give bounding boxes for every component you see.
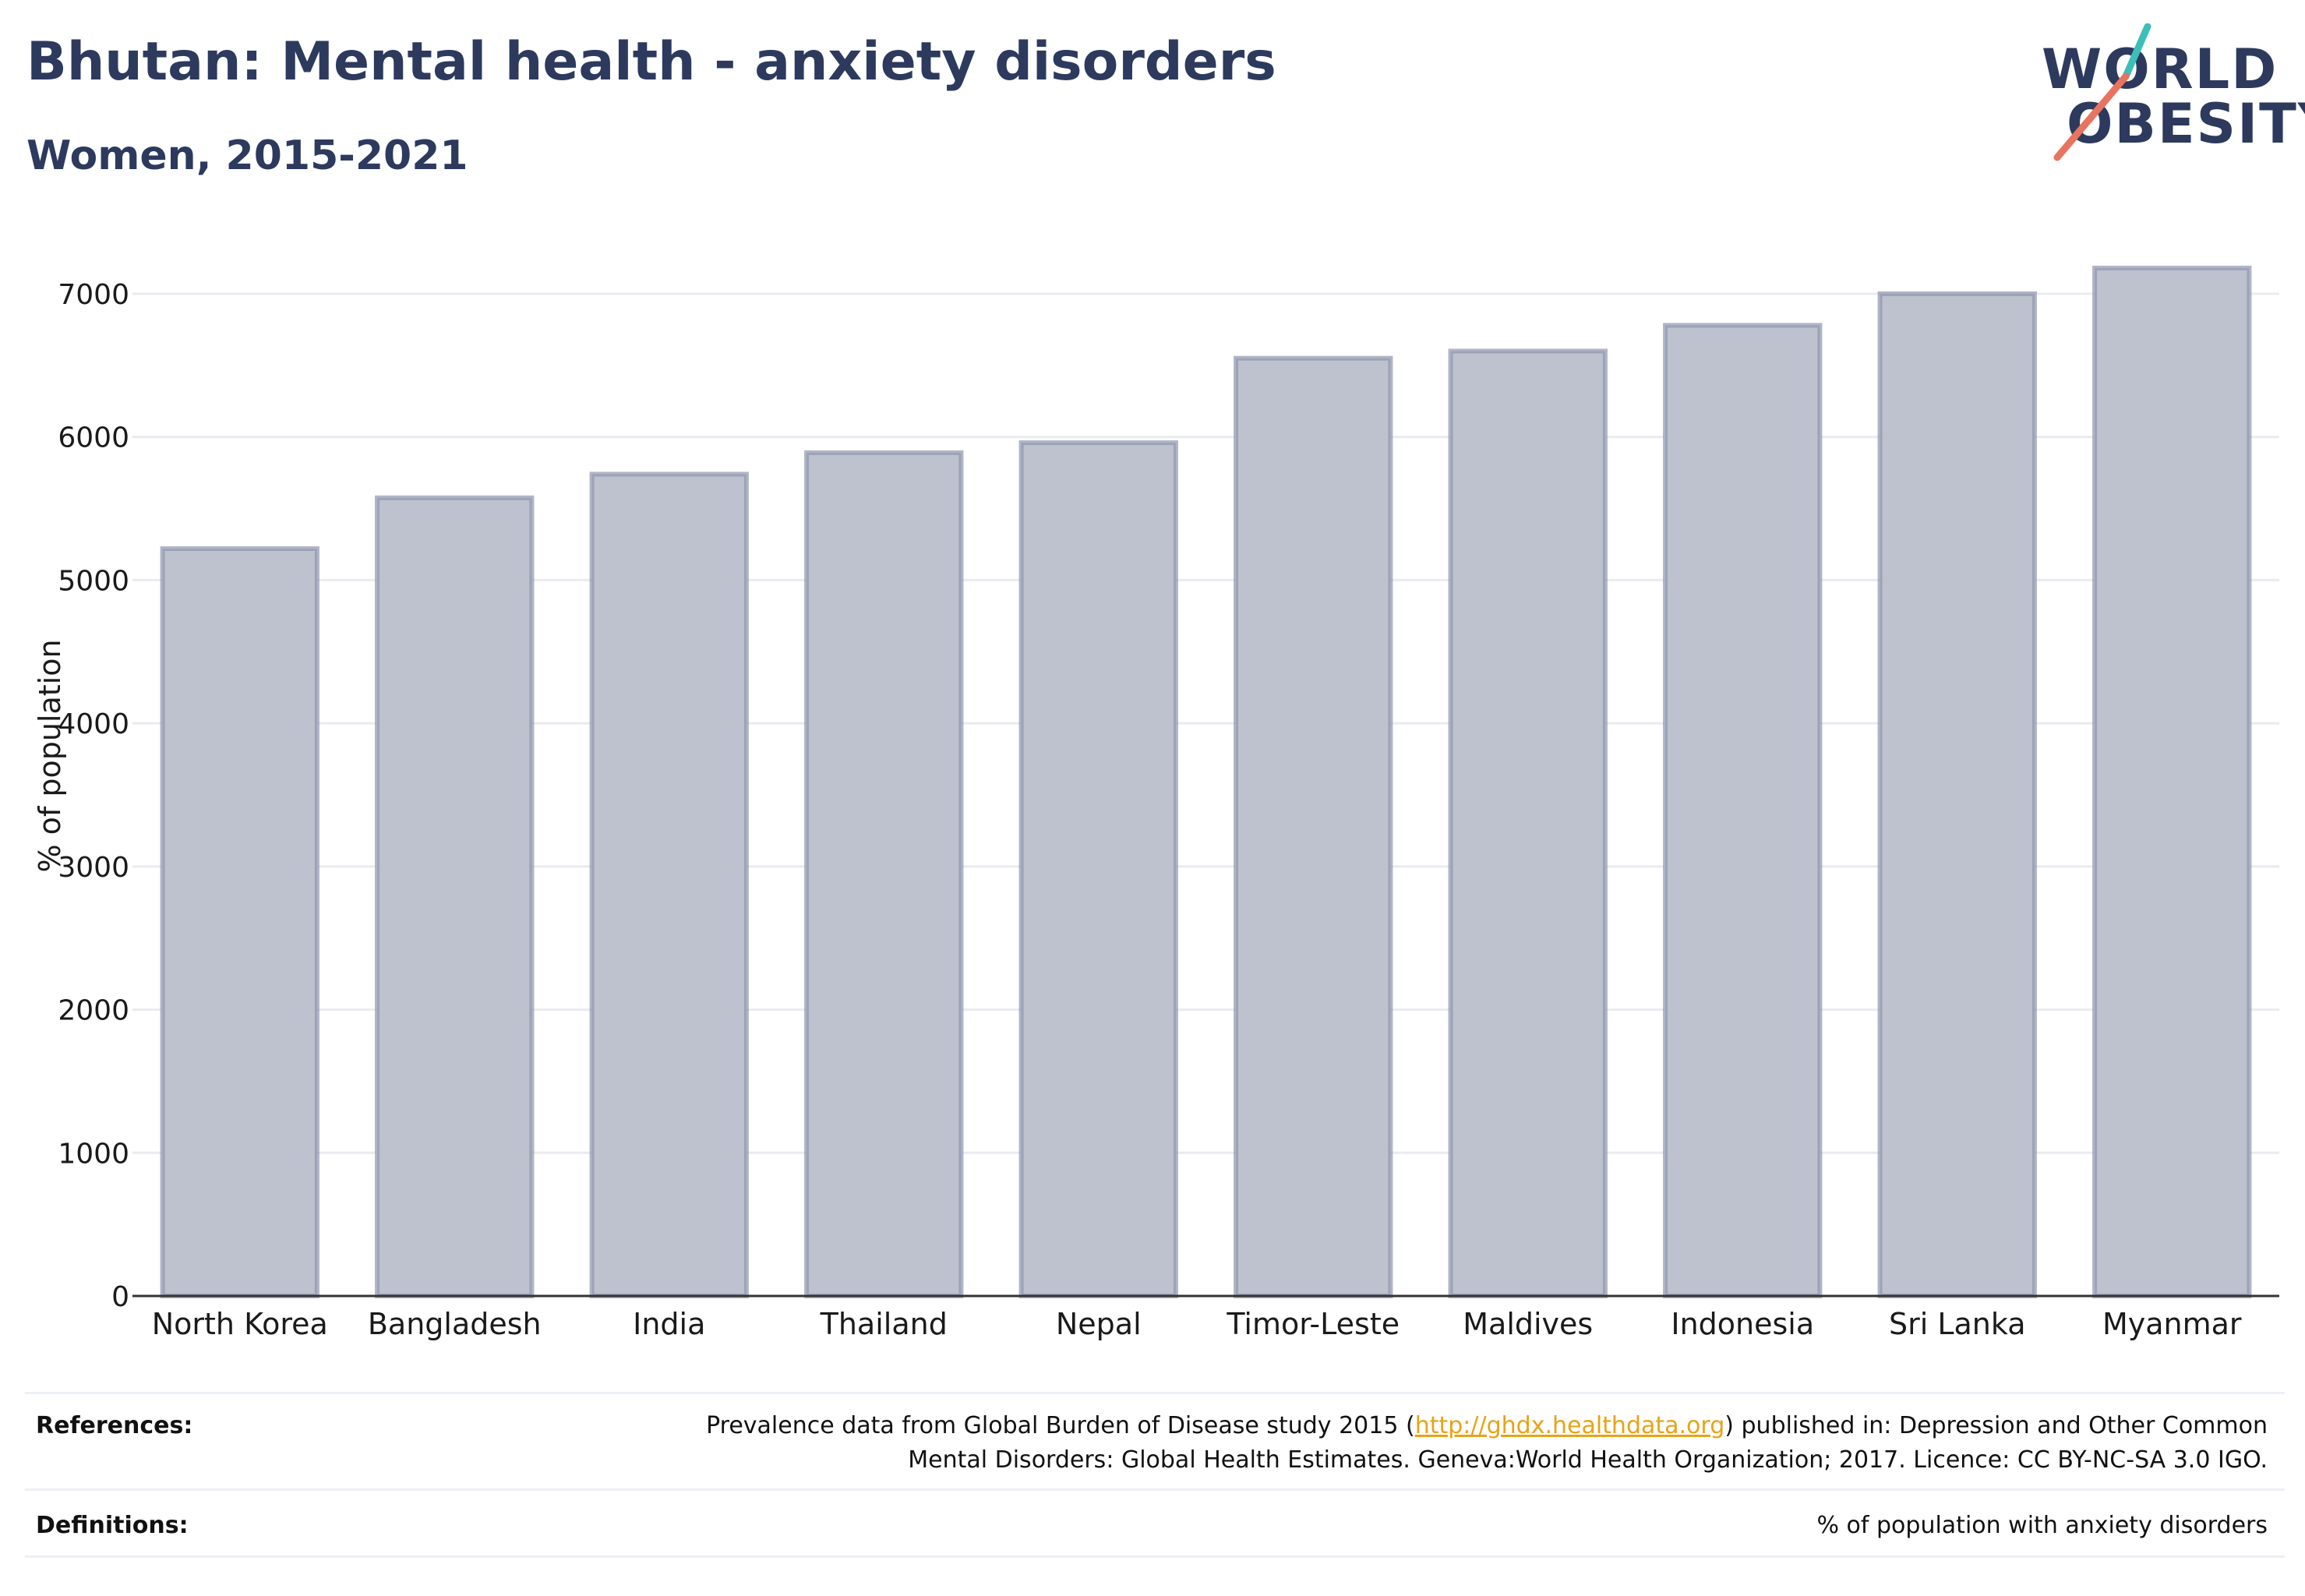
bar-myanmar[interactable]: [2092, 265, 2252, 1299]
x-tick-label: North Korea: [152, 1307, 328, 1340]
x-tick-label: India: [633, 1307, 705, 1340]
references-text-part: Prevalence data from Global Burden of Di…: [706, 1412, 1415, 1439]
axes: 0 1000 2000 3000 4000 5000 6000 7000 North Korea…: [58, 279, 2279, 1340]
bar-indonesia[interactable]: [1663, 323, 1823, 1299]
bars: [160, 265, 2252, 1299]
bar-india[interactable]: [589, 471, 749, 1299]
definitions-text: % of population with anxiety disorders: [1816, 1512, 2268, 1539]
definitions-label: Definitions:: [36, 1512, 189, 1539]
y-tick-label: 6000: [58, 422, 129, 454]
footer-divider-top: [25, 1392, 2285, 1394]
bar-thailand[interactable]: [804, 450, 964, 1298]
bar-nepal[interactable]: [1018, 440, 1178, 1298]
footer-divider-bottom: [25, 1555, 2285, 1558]
x-tick-label: Myanmar: [2102, 1307, 2242, 1340]
references-label: References:: [36, 1412, 193, 1439]
logo-line-1: WORLD: [2042, 37, 2279, 101]
chart-subtitle: Women, 2015-2021: [26, 132, 468, 179]
logo-slash-icon: [2053, 23, 2151, 161]
y-tick-label: 3000: [58, 852, 129, 884]
bar-maldives[interactable]: [1448, 348, 1608, 1298]
x-tick-label: Sri Lanka: [1889, 1307, 2026, 1340]
y-tick-label: 4000: [58, 708, 129, 740]
x-tick-label: Thailand: [820, 1307, 948, 1340]
x-tick-label: Timor-Leste: [1226, 1307, 1400, 1340]
bar-north-korea[interactable]: [160, 546, 319, 1298]
references-link[interactable]: http://ghdx.healthdata.org: [1414, 1412, 1725, 1439]
bar-chart: 0 1000 2000 3000 4000 5000 6000 7000 North Korea…: [33, 265, 2279, 1340]
world-obesity-logo: WORLD OBESITY: [2026, 23, 2305, 164]
references-text-part: ) published in: Depression and Other Com…: [1724, 1412, 2268, 1439]
y-tick-label: 5000: [58, 565, 129, 597]
y-tick-label: 2000: [58, 995, 129, 1027]
logo-line-2: OBESITY: [2067, 92, 2305, 156]
references-line-1: Prevalence data from Global Burden of Di…: [706, 1409, 2268, 1443]
x-tick-label: Indonesia: [1671, 1307, 1814, 1340]
references-text: Prevalence data from Global Burden of Di…: [706, 1409, 2268, 1478]
x-tick-label: Nepal: [1056, 1307, 1142, 1340]
chart-title: Bhutan: Mental health - anxiety disorder…: [26, 31, 1276, 93]
footer-divider-middle: [25, 1488, 2285, 1491]
y-tick-label: 7000: [58, 279, 129, 311]
bar-timor-leste[interactable]: [1234, 355, 1393, 1299]
y-tick-label: 1000: [58, 1138, 129, 1170]
bar-bangladesh[interactable]: [375, 495, 535, 1298]
y-axis-label: % of population: [33, 639, 67, 872]
x-tick-label: Maldives: [1463, 1307, 1593, 1340]
references-line-2: Mental Disorders: Global Health Estimate…: [908, 1446, 2268, 1474]
x-tick-label: Bangladesh: [368, 1307, 542, 1340]
bar-sri-lanka[interactable]: [1877, 291, 2037, 1298]
y-tick-label: 0: [111, 1281, 129, 1313]
